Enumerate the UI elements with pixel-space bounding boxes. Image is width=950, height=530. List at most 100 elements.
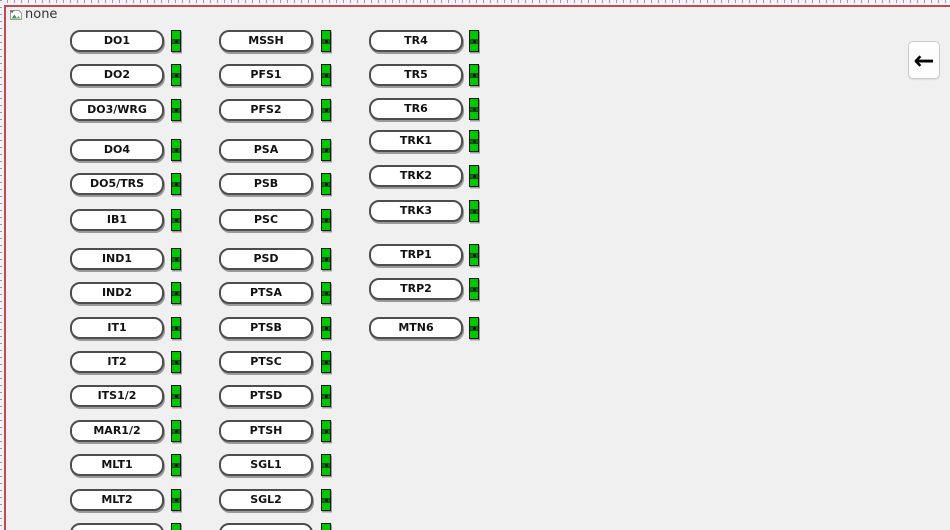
device-button[interactable]: PTSH <box>219 420 313 442</box>
device-button[interactable]: IB1 <box>70 209 164 231</box>
device-button[interactable]: TRK3 <box>369 200 463 222</box>
device-button[interactable]: PTSD <box>219 385 313 407</box>
device-button[interactable]: TR6 <box>369 98 463 120</box>
led-switch[interactable] <box>321 420 331 442</box>
led-switch[interactable] <box>171 317 181 339</box>
led-switch[interactable] <box>469 317 479 339</box>
device-row: PFS2 <box>219 99 409 121</box>
led-switch[interactable] <box>321 173 331 195</box>
led-switch[interactable] <box>321 30 331 52</box>
led-switch-handle <box>470 252 478 258</box>
device-button[interactable] <box>219 523 313 530</box>
device-row: DO4 <box>70 139 260 161</box>
device-row: ITS1/2 <box>70 385 260 407</box>
device-button[interactable] <box>70 523 164 530</box>
device-button[interactable]: ITS1/2 <box>70 385 164 407</box>
device-button[interactable]: IT2 <box>70 351 164 373</box>
device-button[interactable]: PSC <box>219 209 313 231</box>
ruler-left <box>0 0 4 530</box>
device-button[interactable]: PTSC <box>219 351 313 373</box>
led-switch[interactable] <box>171 64 181 86</box>
led-switch[interactable] <box>171 99 181 121</box>
led-switch[interactable] <box>321 248 331 270</box>
led-switch[interactable] <box>321 454 331 476</box>
device-button[interactable]: PFS2 <box>219 99 313 121</box>
led-switch[interactable] <box>321 139 331 161</box>
device-button[interactable]: TRP2 <box>369 278 463 300</box>
led-switch-handle <box>322 38 330 44</box>
device-button[interactable]: IT1 <box>70 317 164 339</box>
device-row: PSB <box>219 173 409 195</box>
led-switch-handle <box>172 325 180 331</box>
led-switch[interactable] <box>171 248 181 270</box>
led-switch[interactable] <box>171 420 181 442</box>
led-switch-handle <box>322 256 330 262</box>
device-button[interactable]: IND2 <box>70 282 164 304</box>
device-button-label: DO4 <box>103 143 131 156</box>
led-switch[interactable] <box>469 64 479 86</box>
led-switch[interactable] <box>469 244 479 266</box>
led-switch[interactable] <box>321 64 331 86</box>
led-switch[interactable] <box>171 454 181 476</box>
device-button[interactable]: DO5/TRS <box>70 173 164 195</box>
device-button[interactable]: PSD <box>219 248 313 270</box>
led-switch[interactable] <box>469 30 479 52</box>
device-button[interactable]: PTSA <box>219 282 313 304</box>
led-switch-handle <box>470 208 478 214</box>
back-button[interactable]: ← <box>908 41 940 79</box>
led-switch[interactable] <box>321 489 331 511</box>
placeholder-label: none <box>25 7 58 22</box>
led-switch[interactable] <box>469 278 479 300</box>
led-switch-handle <box>172 359 180 365</box>
device-button[interactable]: IND1 <box>70 248 164 270</box>
led-switch[interactable] <box>321 282 331 304</box>
led-switch[interactable] <box>171 173 181 195</box>
device-button[interactable]: SGL1 <box>219 454 313 476</box>
led-switch[interactable] <box>171 351 181 373</box>
device-button[interactable]: MAR1/2 <box>70 420 164 442</box>
device-button[interactable]: TR5 <box>369 64 463 86</box>
device-button[interactable]: MLT1 <box>70 454 164 476</box>
device-button[interactable]: DO1 <box>70 30 164 52</box>
device-button[interactable]: PSB <box>219 173 313 195</box>
device-button[interactable]: TRK2 <box>369 165 463 187</box>
device-button[interactable]: TR4 <box>369 30 463 52</box>
led-switch[interactable] <box>321 351 331 373</box>
led-switch[interactable] <box>171 489 181 511</box>
led-switch[interactable] <box>171 385 181 407</box>
led-switch[interactable] <box>321 317 331 339</box>
led-switch[interactable] <box>171 209 181 231</box>
device-row: TR4 <box>369 30 559 52</box>
led-switch[interactable] <box>321 209 331 231</box>
led-switch[interactable] <box>469 165 479 187</box>
device-button[interactable]: SGL2 <box>219 489 313 511</box>
device-button-label: TR6 <box>404 102 428 115</box>
led-switch[interactable] <box>469 98 479 120</box>
device-row: IT1 <box>70 317 260 339</box>
led-switch[interactable] <box>171 523 181 530</box>
device-button-label: IND1 <box>101 252 133 265</box>
device-row: IB1 <box>70 209 260 231</box>
led-switch[interactable] <box>469 200 479 222</box>
led-switch[interactable] <box>171 139 181 161</box>
led-switch-handle <box>322 359 330 365</box>
led-switch[interactable] <box>321 99 331 121</box>
device-button-label: DO1 <box>103 34 131 47</box>
led-switch[interactable] <box>469 130 479 152</box>
device-button[interactable]: MSSH <box>219 30 313 52</box>
led-switch[interactable] <box>171 282 181 304</box>
image-placeholder: none <box>9 7 57 22</box>
device-button[interactable]: TRK1 <box>369 130 463 152</box>
device-button[interactable]: PSA <box>219 139 313 161</box>
device-button[interactable]: PTSB <box>219 317 313 339</box>
device-button[interactable]: TRP1 <box>369 244 463 266</box>
led-switch[interactable] <box>171 30 181 52</box>
led-switch[interactable] <box>321 385 331 407</box>
device-button[interactable]: DO4 <box>70 139 164 161</box>
device-button[interactable]: PFS1 <box>219 64 313 86</box>
device-button[interactable]: DO3/WRG <box>70 99 164 121</box>
device-button[interactable]: DO2 <box>70 64 164 86</box>
device-button[interactable]: MTN6 <box>369 317 463 339</box>
led-switch[interactable] <box>321 523 331 530</box>
device-button[interactable]: MLT2 <box>70 489 164 511</box>
